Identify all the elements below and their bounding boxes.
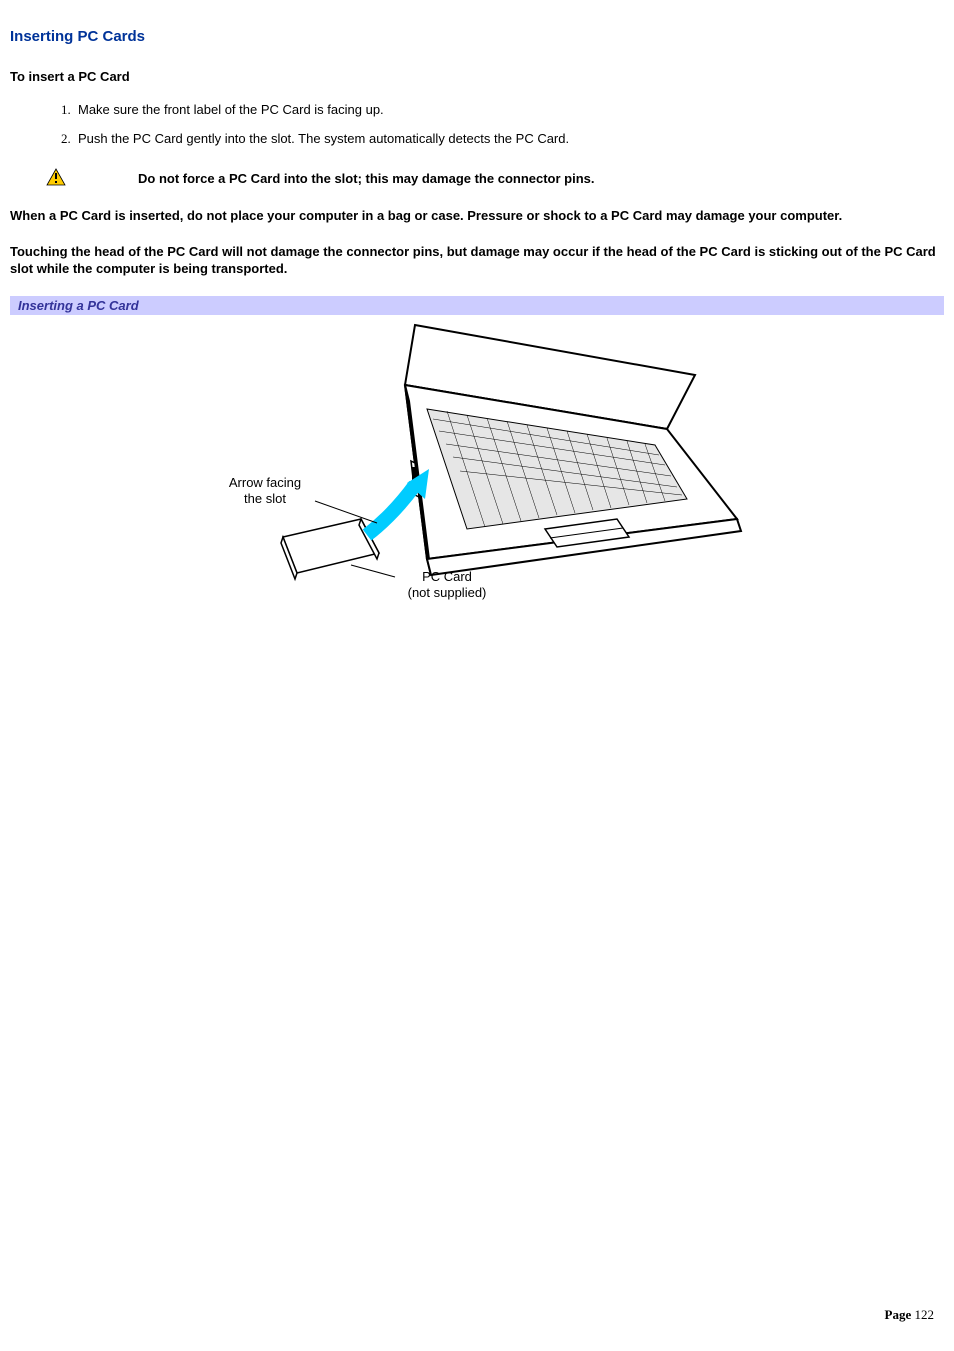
step-item: Push the PC Card gently into the slot. T…: [74, 131, 944, 146]
warning-paragraph: When a PC Card is inserted, do not place…: [10, 207, 944, 225]
warning-text-primary: Do not force a PC Card into the slot; th…: [138, 171, 595, 186]
steps-list: Make sure the front label of the PC Card…: [10, 102, 944, 146]
laptop-pc-card-illustration: Arrow facing the slot PC Card (not suppl…: [197, 319, 757, 609]
page-footer: Page 122: [885, 1307, 934, 1323]
warning-row: Do not force a PC Card into the slot; th…: [10, 168, 944, 189]
section-title: Inserting PC Cards: [10, 28, 944, 45]
document-page: Inserting PC Cards To insert a PC Card M…: [0, 0, 954, 609]
figure-label-arrow-1: Arrow facing: [229, 475, 301, 490]
sub-heading: To insert a PC Card: [10, 69, 944, 84]
step-item: Make sure the front label of the PC Card…: [74, 102, 944, 117]
figure-label-arrow-2: the slot: [244, 491, 286, 506]
warning-triangle-icon: [46, 168, 66, 186]
warning-paragraph: Touching the head of the PC Card will no…: [10, 243, 944, 278]
figure-caption: Inserting a PC Card: [10, 296, 944, 315]
page-number: 122: [915, 1307, 935, 1322]
page-label: Page: [885, 1307, 912, 1322]
figure-label-card-2: (not supplied): [408, 585, 487, 600]
figure-label-card-1: PC Card: [422, 569, 472, 584]
warning-icon-wrap: [10, 168, 138, 189]
figure-area: Arrow facing the slot PC Card (not suppl…: [10, 319, 944, 609]
